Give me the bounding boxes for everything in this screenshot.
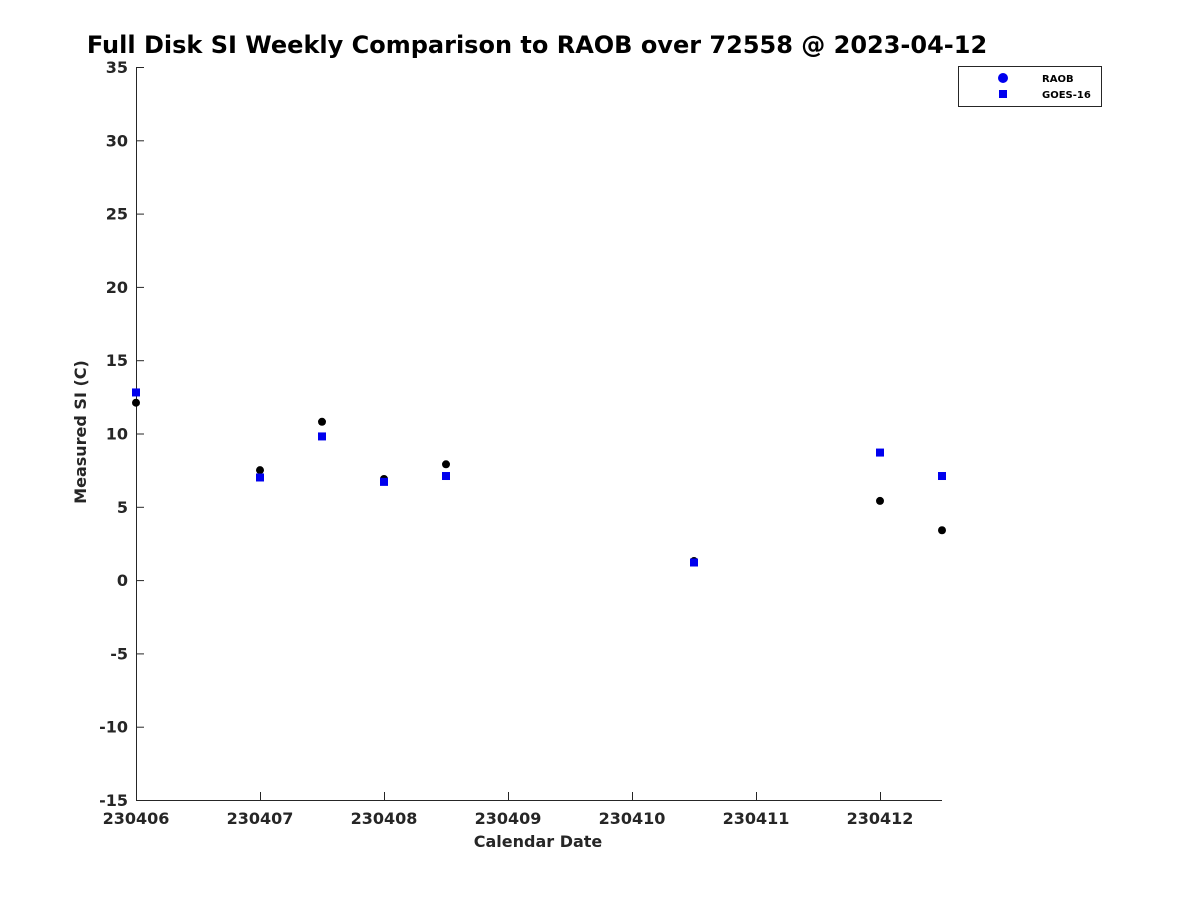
- chart-title: Full Disk SI Weekly Comparison to RAOB o…: [87, 31, 987, 59]
- y-tick-label: -15: [99, 791, 128, 810]
- legend-label-goes-16: GOES-16: [1042, 90, 1091, 101]
- plot-axes: [136, 67, 942, 801]
- x-ticks: 230406 230407 230408 230409 230410 230411 2304…: [103, 792, 914, 828]
- goes-16-point: [876, 448, 884, 457]
- goes-16-point: [442, 472, 450, 481]
- goes-16-point: [318, 432, 326, 441]
- y-ticks: -15 -10 -5 0 5 10 15 20 25 30 35: [99, 58, 144, 810]
- data-points: [132, 388, 946, 567]
- y-tick-label: 30: [106, 131, 128, 150]
- y-tick-label: -5: [110, 644, 128, 663]
- y-axis-label: Measured SI (C): [71, 360, 90, 504]
- raob-point: [876, 496, 884, 505]
- raob-point: [442, 460, 450, 469]
- legend: RAOB GOES-16: [958, 66, 1102, 107]
- legend-label-raob: RAOB: [1042, 74, 1074, 85]
- y-tick-label: 35: [106, 58, 128, 77]
- x-tick-label: 230412: [847, 809, 914, 828]
- goes-16-point: [132, 388, 140, 397]
- legend-marker-raob: [998, 73, 1008, 83]
- y-tick-label: -10: [99, 718, 128, 737]
- legend-box: [958, 66, 1102, 107]
- raob-point: [318, 417, 326, 426]
- goes-16-point: [380, 477, 388, 486]
- x-tick-label: 230406: [103, 809, 170, 828]
- goes-16-point: [938, 472, 946, 481]
- x-tick-label: 230411: [723, 809, 790, 828]
- y-tick-label: 15: [106, 351, 128, 370]
- y-tick-label: 0: [117, 571, 128, 590]
- goes-16-point: [256, 473, 264, 482]
- x-axis-label: Calendar Date: [474, 832, 603, 851]
- x-tick-label: 230408: [351, 809, 418, 828]
- x-tick-label: 230410: [599, 809, 666, 828]
- y-tick-label: 25: [106, 205, 128, 224]
- raob-point: [256, 466, 264, 475]
- raob-point: [132, 398, 140, 407]
- x-tick-label: 230407: [227, 809, 294, 828]
- y-tick-label: 5: [117, 498, 128, 517]
- y-tick-label: 10: [106, 425, 128, 444]
- goes-16-point: [690, 558, 698, 567]
- x-tick-label: 230409: [475, 809, 542, 828]
- legend-marker-goes-16: [999, 90, 1007, 98]
- y-tick-label: 20: [106, 278, 128, 297]
- raob-point: [938, 526, 946, 535]
